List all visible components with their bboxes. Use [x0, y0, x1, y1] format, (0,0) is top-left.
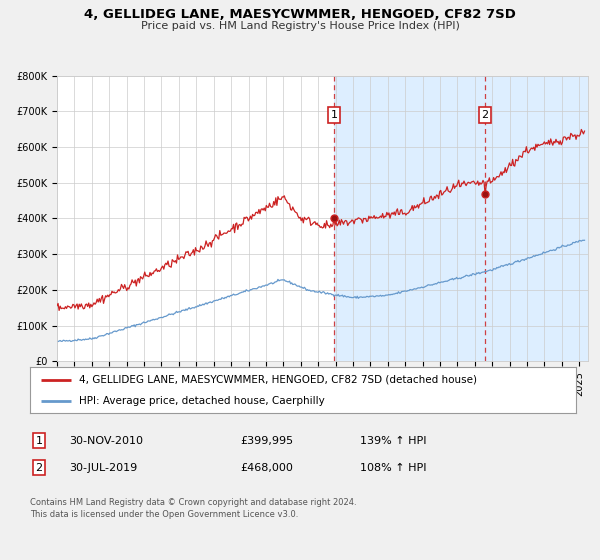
Text: £399,995: £399,995	[240, 436, 293, 446]
Text: 4, GELLIDEG LANE, MAESYCWMMER, HENGOED, CF82 7SD (detached house): 4, GELLIDEG LANE, MAESYCWMMER, HENGOED, …	[79, 375, 477, 385]
Text: 30-JUL-2019: 30-JUL-2019	[69, 463, 137, 473]
Text: 2: 2	[35, 463, 43, 473]
Text: HPI: Average price, detached house, Caerphilly: HPI: Average price, detached house, Caer…	[79, 396, 325, 406]
Text: 108% ↑ HPI: 108% ↑ HPI	[360, 463, 427, 473]
Text: Price paid vs. HM Land Registry's House Price Index (HPI): Price paid vs. HM Land Registry's House …	[140, 21, 460, 31]
Text: 139% ↑ HPI: 139% ↑ HPI	[360, 436, 427, 446]
Bar	[334, 76, 588, 361]
Text: 1: 1	[35, 436, 43, 446]
Text: 4, GELLIDEG LANE, MAESYCWMMER, HENGOED, CF82 7SD: 4, GELLIDEG LANE, MAESYCWMMER, HENGOED, …	[84, 8, 516, 21]
Text: 1: 1	[331, 110, 338, 120]
Text: 30-NOV-2010: 30-NOV-2010	[69, 436, 143, 446]
Text: Contains HM Land Registry data © Crown copyright and database right 2024.
This d: Contains HM Land Registry data © Crown c…	[30, 498, 356, 519]
Text: 2: 2	[481, 110, 488, 120]
Text: £468,000: £468,000	[240, 463, 293, 473]
